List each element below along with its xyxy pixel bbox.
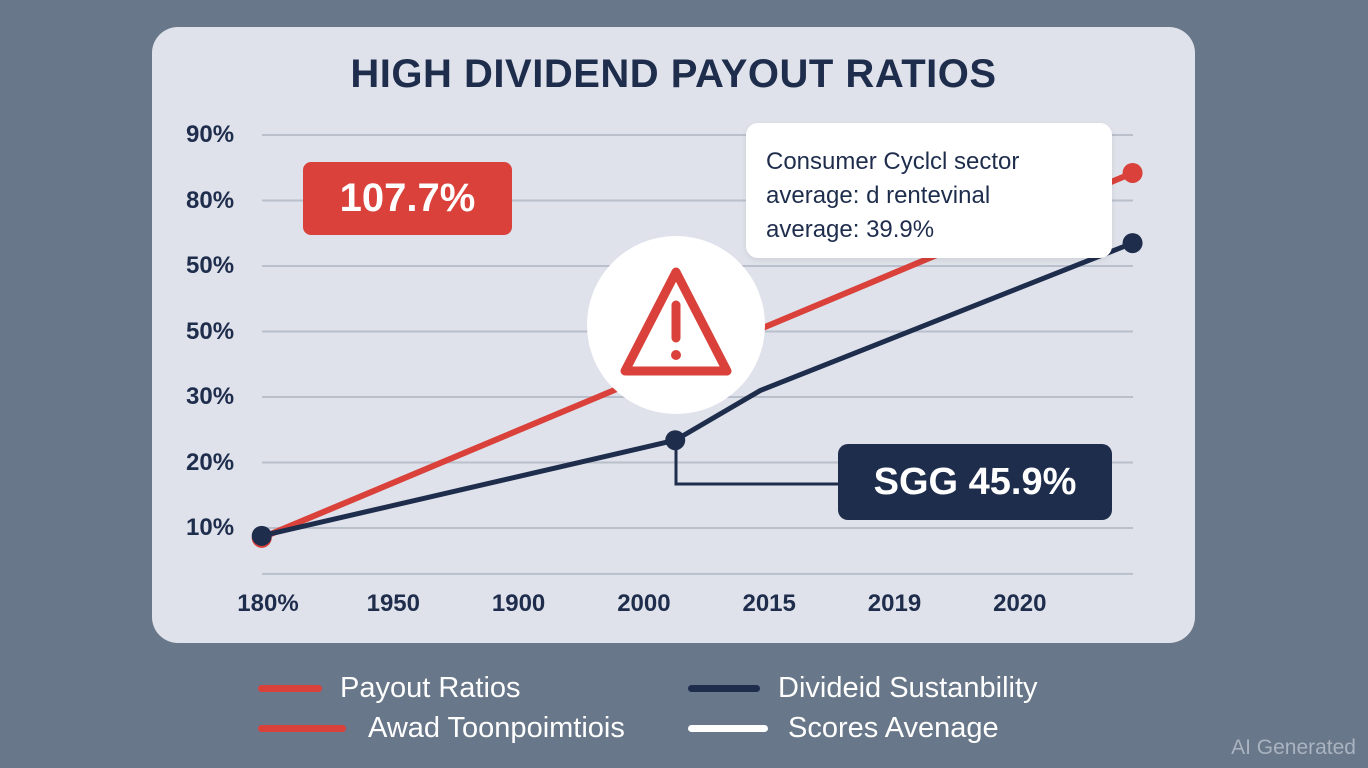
legend-label: Awad Toonpoimtiois xyxy=(368,712,625,744)
x-tick-label: 2020 xyxy=(993,590,1047,617)
y-tick-label: 50% xyxy=(186,317,235,345)
legend-swatch xyxy=(688,725,768,732)
sgg-connector xyxy=(674,440,838,486)
legend-awad: Awad Toonpoimtiois xyxy=(258,712,625,745)
x-tick-label: 2000 xyxy=(617,590,671,617)
legend-label: Scores Avenage xyxy=(788,712,999,744)
legend-scores-average: Scores Avenage xyxy=(688,712,999,745)
x-tick-label: 1950 xyxy=(366,590,420,617)
x-tick-label: 180% xyxy=(237,590,299,617)
y-tick-label: 90% xyxy=(186,121,235,148)
legend-label: Payout Ratios xyxy=(340,672,521,704)
y-tick-label: 50% xyxy=(186,252,235,279)
legend-swatch xyxy=(258,725,346,732)
data-point xyxy=(251,525,272,546)
y-tick-label: 10% xyxy=(186,514,235,541)
y-tick-label: 20% xyxy=(186,448,235,476)
sgg-badge: SGG 45.9% xyxy=(838,444,1112,520)
data-point xyxy=(1122,233,1143,254)
legend-swatch xyxy=(258,685,322,692)
x-tick-label: 2019 xyxy=(867,590,922,617)
y-tick-label: 80% xyxy=(186,186,235,214)
data-point xyxy=(1122,162,1143,183)
sector-average-callout: Consumer Cyclcl sector average: d rentev… xyxy=(746,123,1112,258)
callout-line: average: d rentevinal xyxy=(766,182,991,209)
x-tick-label: 2015 xyxy=(742,590,796,617)
legend-payout-ratios: Payout Ratios xyxy=(258,672,521,705)
watermark: AI Generated xyxy=(1231,736,1356,759)
x-tick-label: 1900 xyxy=(491,590,546,617)
chart-title: HIGH DIVIDEND PAYOUT RATIOS xyxy=(350,52,997,96)
legend-swatch xyxy=(688,685,760,692)
warning-dot xyxy=(671,350,681,360)
data-point xyxy=(665,430,686,451)
legend-label: Divideid Sustanbility xyxy=(778,672,1038,704)
legend-dividend-sustainability: Divideid Sustanbility xyxy=(688,672,1038,705)
warning-icon xyxy=(620,267,732,376)
payout-badge: 107.7% xyxy=(303,162,512,235)
series-line-sustainability xyxy=(261,240,1134,539)
callout-line: Consumer Cyclcl sector xyxy=(766,148,1020,175)
y-tick-label: 30% xyxy=(186,383,235,410)
callout-line: average: 39.9% xyxy=(766,216,935,243)
